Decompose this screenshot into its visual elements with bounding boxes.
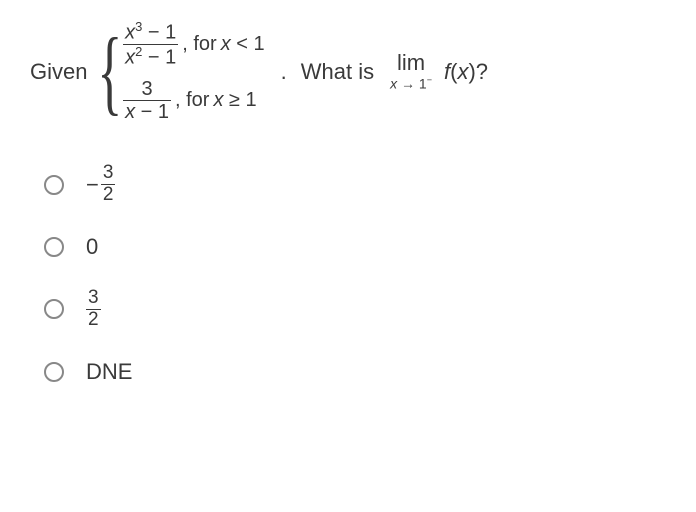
piecewise-pieces: x3 − 1 x2 − 1 , for x < 1 3 x − 1 , for … [123,20,265,123]
piece-2-numerator: 3 [139,78,154,100]
piece-1-numerator: x3 − 1 [123,20,178,44]
piece-1: x3 − 1 x2 − 1 , for x < 1 [123,20,265,68]
radio-icon [44,362,64,382]
piece-2: 3 x − 1 , for x ≥ 1 [123,78,265,123]
piece-2-condition-prefix: , for [175,89,209,112]
radio-icon [44,299,64,319]
given-label: Given [30,59,87,85]
option-3[interactable]: 3 2 [44,288,666,331]
option-4[interactable]: DNE [44,359,666,385]
option-1[interactable]: − 3 2 [44,163,666,206]
option-1-neg: − [86,172,99,198]
piece-2-fraction: 3 x − 1 [123,78,171,123]
option-2-label: 0 [86,234,98,260]
piece-1-condition: x < 1 [221,33,265,56]
limit-subscript: x → 1− [390,76,432,91]
radio-icon [44,175,64,195]
piece-1-condition-prefix: , for [182,33,216,56]
piece-2-condition: x ≥ 1 [213,89,256,112]
option-3-label: 3 2 [86,288,101,331]
option-1-num: 3 [101,163,116,184]
radio-icon [44,237,64,257]
option-4-label: DNE [86,359,132,385]
option-1-fraction: 3 2 [101,163,116,206]
option-1-den: 2 [101,184,116,206]
piece-1-denominator: x2 − 1 [123,44,178,69]
option-1-label: − 3 2 [86,163,115,206]
options-group: − 3 2 0 3 2 DNE [44,163,666,385]
limit-label: lim [397,52,425,74]
option-2[interactable]: 0 [44,234,666,260]
limit-expression: lim x → 1− [390,52,432,91]
piece-1-fraction: x3 − 1 x2 − 1 [123,20,178,68]
left-brace-icon: { [98,24,123,119]
option-3-num: 3 [86,288,101,309]
prompt-text: What is [301,59,374,85]
piece-2-denominator: x − 1 [123,100,171,123]
question-row: Given { x3 − 1 x2 − 1 , for x < 1 3 x − … [30,20,666,123]
piecewise-function: { x3 − 1 x2 − 1 , for x < 1 3 x − 1 , fo… [93,20,264,123]
option-3-fraction: 3 2 [86,288,101,331]
option-3-den: 2 [86,309,101,331]
fx-expression: f(x)? [444,59,488,85]
period: . [281,59,287,85]
